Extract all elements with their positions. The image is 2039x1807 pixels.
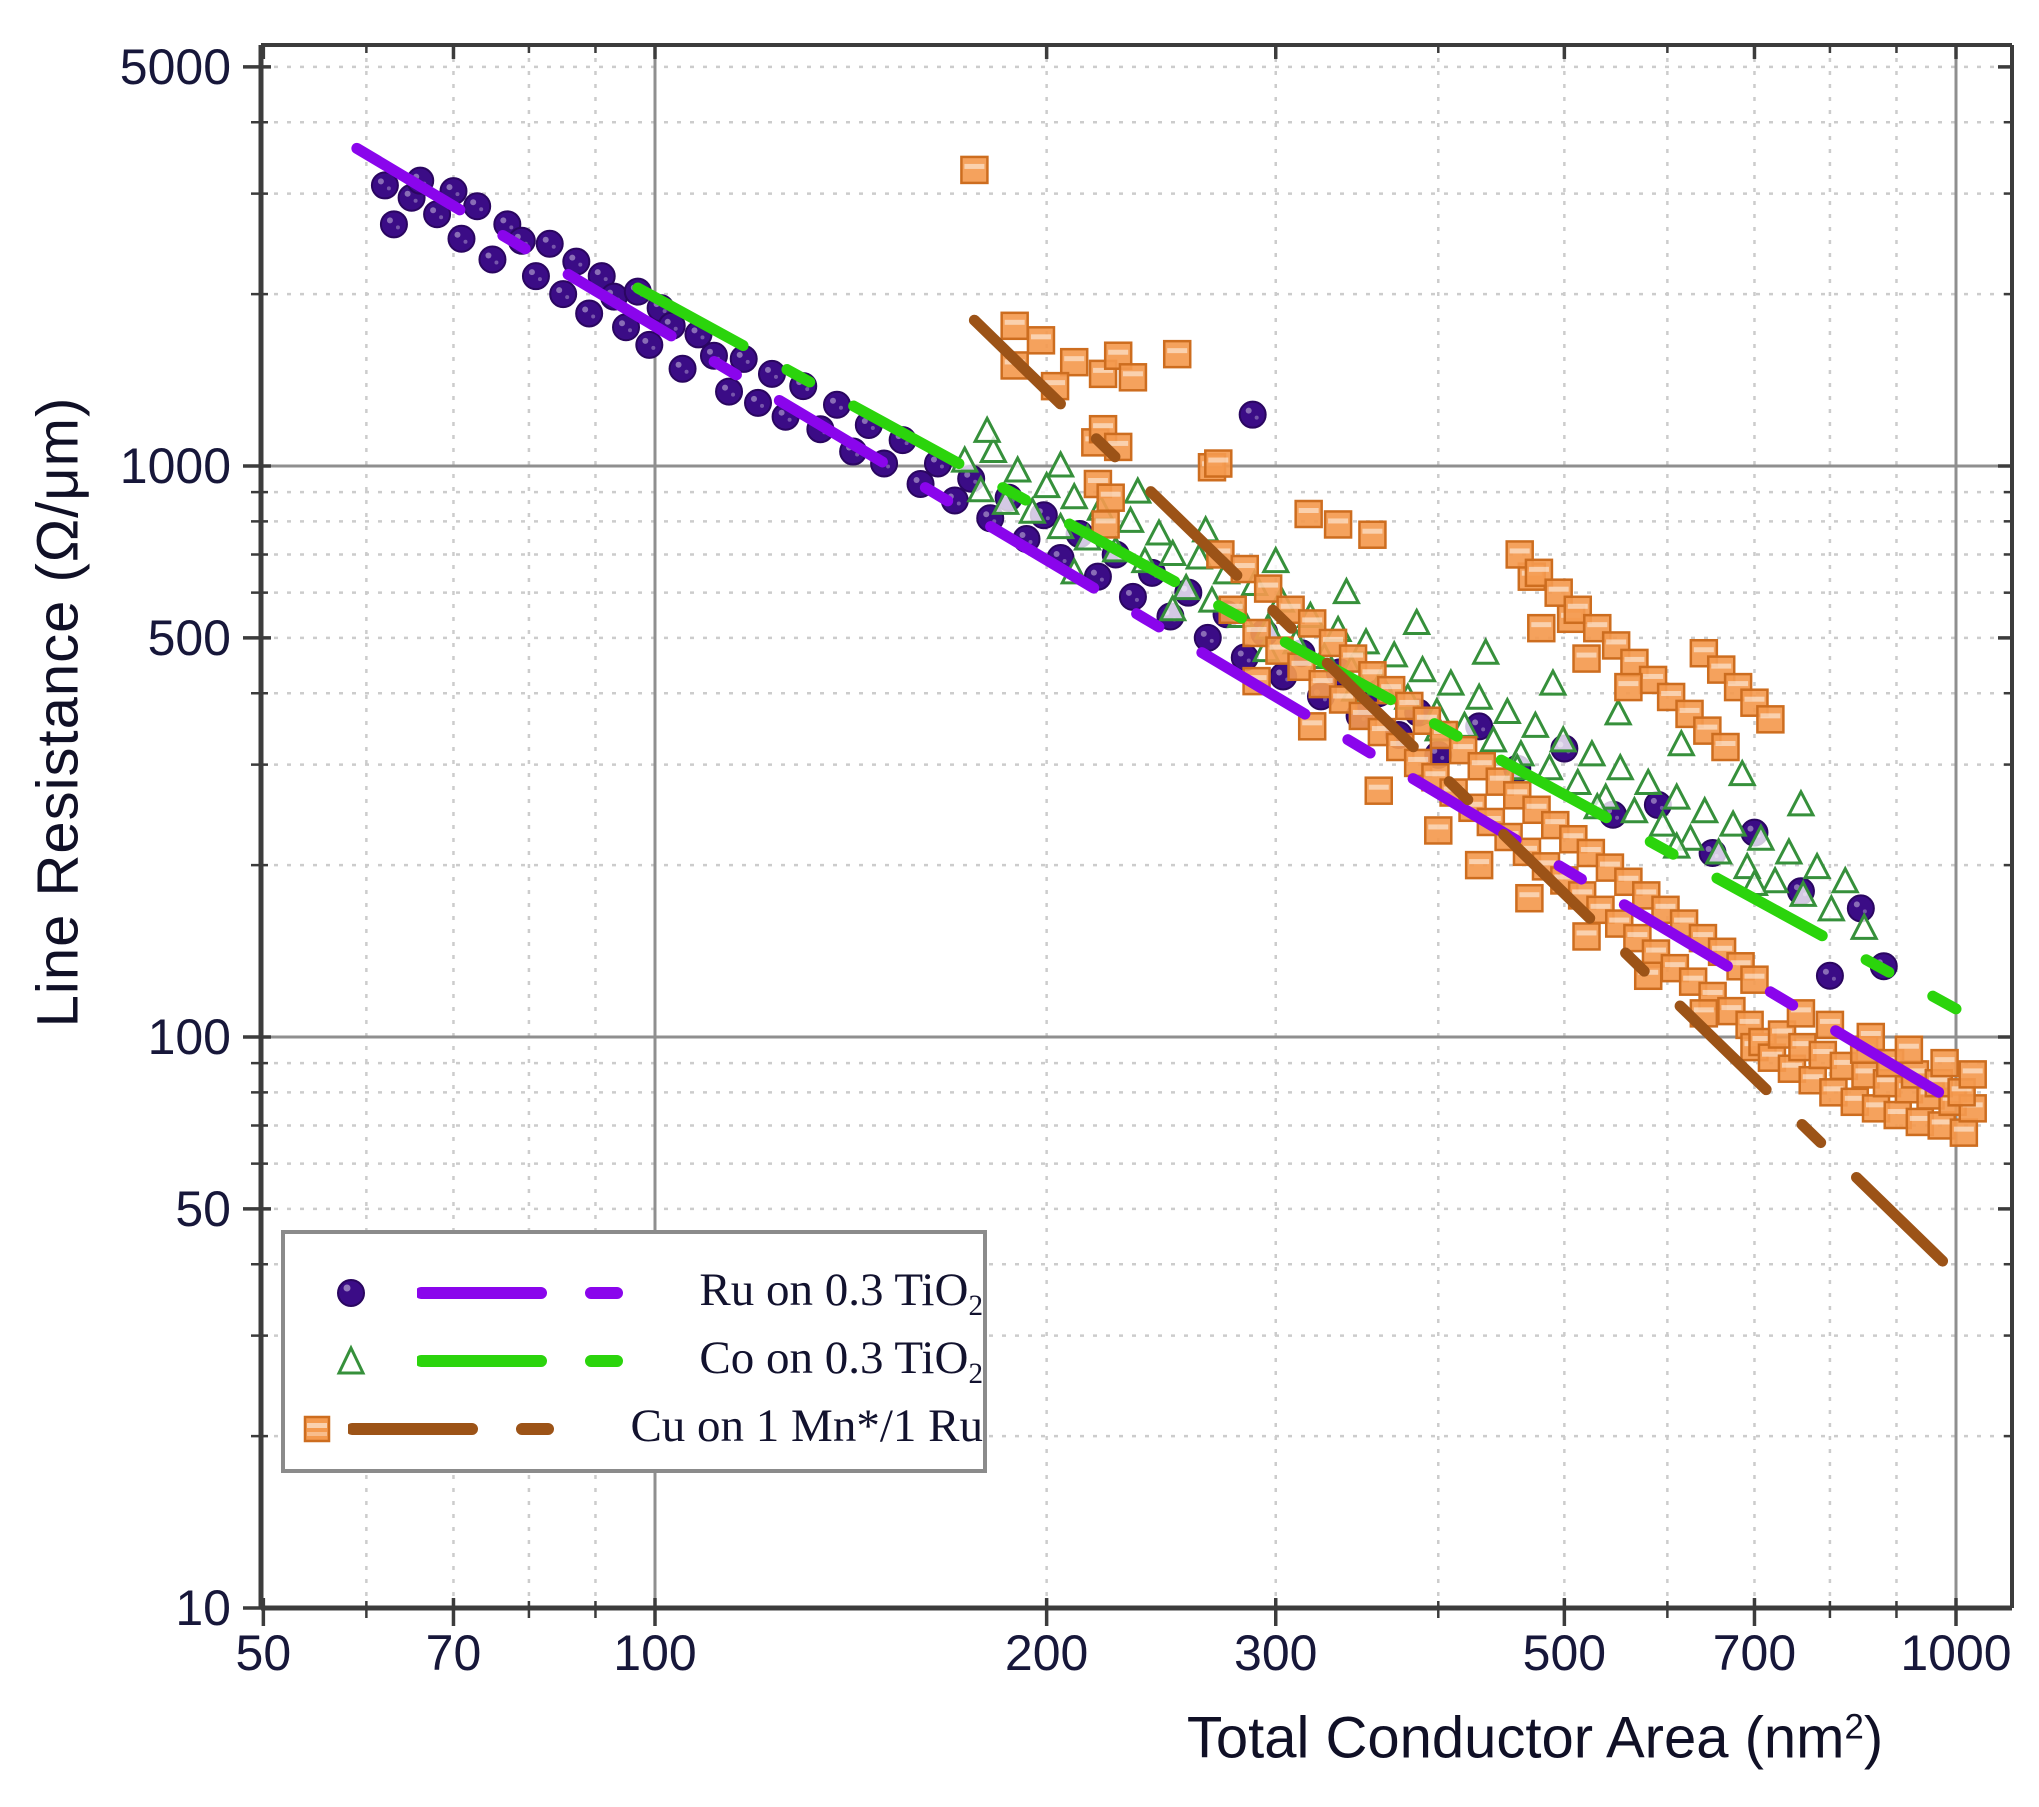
x-tick-label: 500 xyxy=(1523,1625,1606,1681)
co-triangle-icon xyxy=(285,1341,417,1381)
x-axis-title-text: Total Conductor Area (nm xyxy=(1186,1705,1845,1771)
x-axis-tick-labels: 50 70 100 200 300 500 700 1000 xyxy=(236,1625,2012,1681)
x-tick-label: 700 xyxy=(1713,1625,1796,1681)
tick-marks xyxy=(243,45,2012,1626)
x-axis-title: Total Conductor Area (nm2) xyxy=(1187,1705,1883,1772)
y-tick-label: 10 xyxy=(175,1580,231,1636)
y-axis-title: Line Resistance (Ω/μm) xyxy=(25,396,91,1028)
x-tick-label: 70 xyxy=(426,1625,482,1681)
x-axis-title-close: ) xyxy=(1863,1705,1884,1771)
y-axis-tick-labels: 10 50 100 500 1000 5000 xyxy=(120,39,231,1636)
y-tick-label: 5000 xyxy=(120,39,231,95)
legend-item-ru: Ru on 0.3 TiO2 xyxy=(285,1258,983,1328)
cu-line-sample-icon xyxy=(348,1421,599,1437)
ru-trend-line xyxy=(351,142,1945,1098)
legend-label-cu: Cu on 1 Mn*/1 Ru xyxy=(630,1399,983,1452)
y-tick-label: 50 xyxy=(175,1181,231,1237)
y-tick-label: 1000 xyxy=(120,438,231,494)
ru-circle-icon xyxy=(285,1273,417,1313)
legend-item-co: Co on 0.3 TiO2 xyxy=(285,1326,983,1396)
ru-line-sample-icon xyxy=(417,1285,668,1301)
y-tick-label: 100 xyxy=(148,1009,231,1065)
x-tick-label: 100 xyxy=(613,1625,696,1681)
co-trend-line xyxy=(632,282,1962,1015)
x-axis-title-superscript: 2 xyxy=(1844,1707,1864,1747)
cu-series-points xyxy=(960,155,1987,1147)
legend-item-cu: Cu on 1 Mn*/1 Ru xyxy=(285,1394,983,1464)
co-line-sample-icon xyxy=(417,1353,668,1369)
legend-label-ru: Ru on 0.3 TiO2 xyxy=(699,1263,983,1323)
legend-label-co: Co on 0.3 TiO2 xyxy=(699,1331,983,1391)
x-tick-label: 300 xyxy=(1234,1625,1317,1681)
x-tick-label: 1000 xyxy=(1900,1625,2011,1681)
minor-gridlines xyxy=(261,45,2012,1608)
y-tick-label: 500 xyxy=(148,610,231,666)
cu-trend-line xyxy=(968,314,1979,1296)
axes xyxy=(258,43,2014,1611)
x-tick-label: 50 xyxy=(236,1625,292,1681)
legend-box: Ru on 0.3 TiO2 Co on 0.3 TiO2 Cu on 1 Mn… xyxy=(281,1230,987,1473)
cu-square-icon xyxy=(285,1409,348,1449)
x-tick-label: 200 xyxy=(1005,1625,1088,1681)
